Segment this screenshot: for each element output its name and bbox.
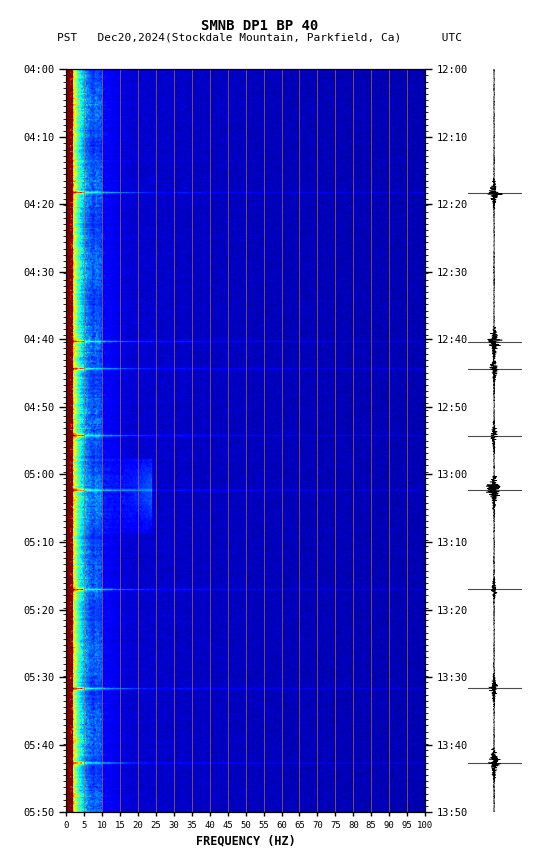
Text: SMNB DP1 BP 40: SMNB DP1 BP 40 [201, 19, 318, 33]
X-axis label: FREQUENCY (HZ): FREQUENCY (HZ) [196, 835, 295, 848]
Text: PST   Dec20,2024(Stockdale Mountain, Parkfield, Ca)      UTC: PST Dec20,2024(Stockdale Mountain, Parkf… [57, 33, 462, 43]
